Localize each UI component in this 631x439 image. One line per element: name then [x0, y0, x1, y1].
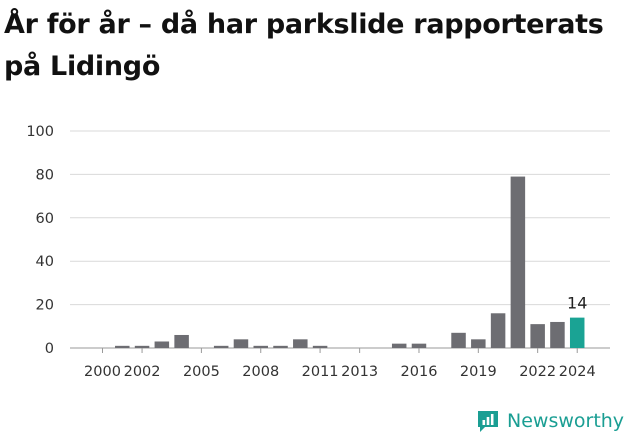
bar-2009: [273, 345, 288, 348]
bar-2003: [154, 341, 170, 348]
y-tick-label: 100: [26, 124, 54, 140]
bar-2008: [253, 345, 268, 348]
bars: [115, 176, 585, 348]
data-labels: 14: [567, 294, 587, 313]
y-tick-label: 60: [36, 211, 54, 227]
y-tick-label: 40: [36, 254, 54, 270]
x-tick-label: 2008: [242, 364, 279, 380]
x-tick-label: 2000: [84, 364, 121, 380]
bar-2010: [293, 339, 308, 348]
bar-2002: [134, 345, 150, 348]
x-axis-ticks: 2000 2002 2005 2008 2011 2013 2016 2019 2022 2024: [84, 348, 596, 380]
brand-logo: Newsworthy: [475, 408, 624, 434]
y-axis-ticks: 0 20 40 60 80 100: [26, 124, 54, 357]
bar-2019: [471, 339, 486, 348]
bar-2015: [391, 343, 407, 348]
bar-2024: [569, 317, 585, 348]
bar-2006: [213, 345, 229, 348]
x-tick-label: 2022: [519, 364, 556, 380]
bar-2004: [174, 334, 189, 348]
bar-2016: [411, 343, 427, 348]
bar-2021: [510, 176, 526, 348]
x-tick-label: 2011: [302, 364, 339, 380]
x-tick-label: 2005: [183, 364, 220, 380]
data-label-2024: 14: [567, 294, 587, 313]
x-tick-label: 2016: [401, 364, 438, 380]
x-tick-label: 2013: [341, 364, 378, 380]
bar-2007: [233, 339, 249, 348]
y-tick-label: 80: [36, 167, 54, 183]
y-tick-label: 0: [45, 341, 54, 357]
bar-2023: [550, 321, 565, 348]
newsworthy-logo-icon: [478, 411, 498, 432]
bar-2018: [451, 332, 466, 348]
brand-name: Newsworthy: [507, 410, 625, 432]
bar-2020: [490, 313, 506, 348]
x-tick-label: 2002: [124, 364, 161, 380]
x-tick-label: 2019: [460, 364, 497, 380]
bar-2001: [115, 345, 130, 348]
bar-2011: [312, 345, 328, 348]
x-tick-label: 2024: [559, 364, 596, 380]
chart-title: År för år – då har parkslide rapporterat…: [4, 9, 604, 82]
y-tick-label: 20: [36, 298, 54, 314]
gridlines: [70, 130, 610, 349]
bar-2022: [530, 324, 545, 348]
